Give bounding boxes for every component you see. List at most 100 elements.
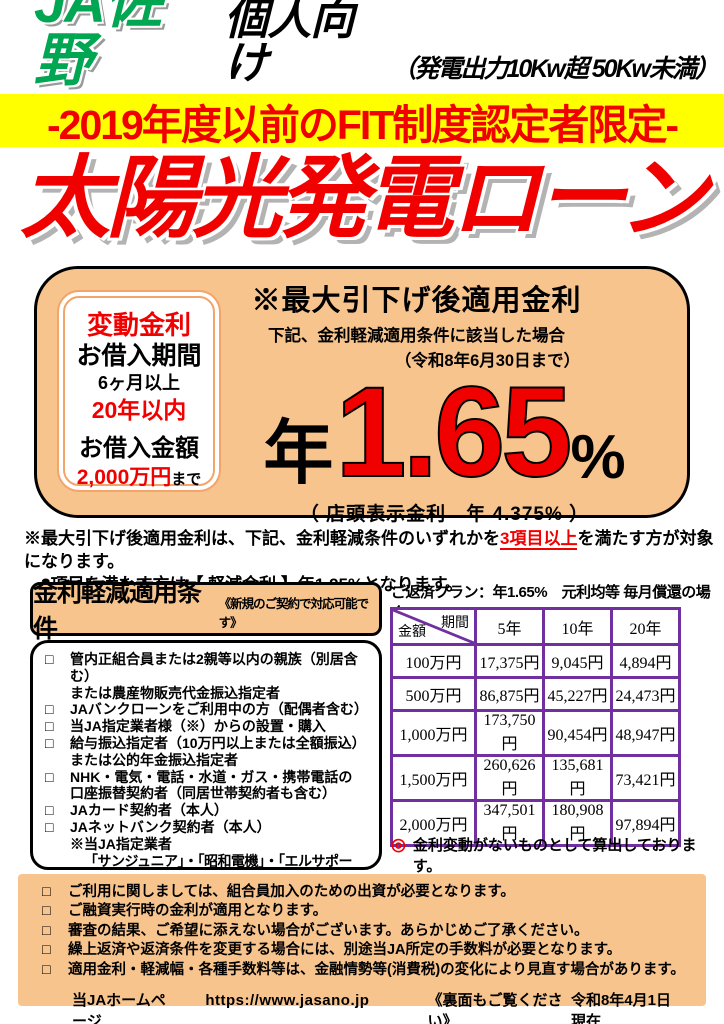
rate-value: 1.65 — [334, 361, 573, 505]
conditions-footnote: ※当JA指定業者 — [70, 835, 172, 852]
condition-text: NHK・電気・電話・水道・ガス・携帯電話の — [70, 768, 353, 785]
table-header-row: 期間 金額 5年 10年 20年 — [390, 607, 681, 646]
reverse-note: 《裏面もご覧ください》 — [427, 992, 563, 1024]
footer-note: □ 繰上返済や返済条件を変更する場合には、別途当JA所定の手数料が必要となります。 — [42, 941, 688, 960]
calc-note-text: 金利変動がないものとして算出しております。 — [412, 837, 697, 875]
checkbox-icon: □ — [42, 903, 51, 920]
table-row: 2,000万円 347,501円 180,908円 97,894円 — [390, 799, 681, 847]
corner-term-label: 期間 — [441, 616, 469, 631]
footer-note-text: 適用金利・軽減幅・各種手数料等は、金融情勢等(消費税)の変化により見直す場合があ… — [68, 961, 685, 978]
column-header: 10年 — [542, 607, 613, 646]
amount-label: お借入金額 — [79, 434, 199, 462]
value-cell: 135,681円 — [542, 754, 613, 802]
value-cell: 48,947円 — [610, 709, 681, 757]
amount-cell: 500万円 — [390, 676, 477, 712]
value-cell: 90,454円 — [542, 709, 613, 757]
rate-deadline: （令和8年6月30日まで） — [394, 352, 581, 370]
calc-note-mark: ◎ — [391, 835, 406, 854]
value-cell: 347,501円 — [474, 799, 545, 847]
checkbox-icon: □ — [45, 818, 54, 835]
notice-line1-pre: ※最大引下げ後適用金利は、下記、金利軽減条件のいずれかを — [24, 529, 500, 548]
value-cell: 24,473円 — [610, 676, 681, 712]
notice-line1-post: を満たす方が対象になります。 — [24, 529, 714, 571]
current-date: 令和8年4月1日現在 — [570, 992, 671, 1024]
store-rate: （ 店頭表示金利 年 4.375% ） — [299, 504, 590, 525]
amount-max-suffix: まで — [171, 470, 202, 488]
checkbox-icon: □ — [42, 961, 51, 978]
condition-item: □ JAカード契約者（本人） — [45, 802, 371, 819]
value-cell: 97,894円 — [610, 799, 681, 847]
checkbox-icon: □ — [45, 651, 54, 667]
footer-note: □ ご利用に関しましては、組合員加入のための出資が必要となります。 — [42, 883, 688, 902]
rate-box: 変動金利 お借入期間 6ヶ月以上 20年以内 お借入金額 2,000万円まで ※… — [34, 266, 690, 525]
condition-text: JAカード契約者（本人） — [70, 802, 228, 819]
checkbox-icon: □ — [45, 701, 54, 718]
condition-text: 給与振込指定者（10万円以上または全額振込） — [70, 734, 366, 751]
campaign-banner: -2019年度以前のFIT制度認定者限定- — [0, 94, 724, 148]
calc-note: ◎ 金利変動がないものとして算出しております。 — [391, 834, 724, 876]
footer-box: □ ご利用に関しましては、組合員加入のための出資が必要となります。 □ ご融資実行時… — [18, 874, 706, 1024]
amount-cell: 2,000万円 — [390, 799, 477, 847]
repayment-table: 期間 金額 5年 10年 20年 100万円 17,375円 9,045円 4,… — [390, 607, 681, 847]
checkbox-icon: □ — [45, 734, 54, 751]
footer-note-text: ご融資実行時の金利が適用となります。 — [68, 903, 328, 920]
amount-cell: 1,500万円 — [390, 754, 477, 802]
condition-text: JAネットバンク契約者（本人） — [70, 818, 271, 835]
value-cell: 86,875円 — [474, 676, 545, 712]
value-cell: 45,227円 — [542, 676, 613, 712]
period-min: 6ヶ月以上 — [97, 373, 180, 394]
value-cell: 9,045円 — [542, 643, 613, 679]
rate-type-label: 変動金利 — [86, 310, 191, 340]
rate-subheading: 下記、金利軽減適用条件に該当した場合 — [268, 327, 565, 345]
capacity-note: （発電出力10Kw超 50Kw未満） — [391, 54, 720, 83]
amount-max-value: 2,000万円 — [76, 465, 172, 489]
brand-logo: JA佐野 — [34, 0, 162, 93]
footer-row: 当JAホームページ https://www.jasano.jp 《裏面もご覧くだ… — [42, 989, 688, 1024]
conditions-header: 金利軽減適用条件 《新規のご契約で対応可能です》 — [30, 579, 382, 643]
rate-prefix: 年 — [263, 413, 334, 492]
condition-text: 当JA指定業者様（※）からの設置・購入 — [70, 718, 326, 735]
condition-item: □ 給与振込指定者（10万円以上または全額振込） — [45, 735, 371, 752]
column-header: 5年 — [474, 607, 545, 646]
page-title: 太陽光発電ローン — [20, 149, 708, 249]
diagonal-divider — [393, 610, 474, 643]
rate-row: 年 1.65 % — [222, 361, 667, 505]
table-row: 500万円 86,875円 45,227円 24,473円 — [390, 676, 681, 712]
condition-item: □ 当JA指定業者様（※）からの設置・購入 — [45, 718, 371, 735]
condition-item: □ JAネットバンク契約者（本人） — [45, 819, 371, 836]
condition-item: □ NHK・電気・電話・水道・ガス・携帯電話の — [45, 769, 371, 786]
checkbox-icon: □ — [45, 768, 54, 785]
footer-note: □ ご融資実行時の金利が適用となります。 — [42, 902, 688, 921]
footer-note-text: 繰上返済や返済条件を変更する場合には、別途当JA所定の手数料が必要となります。 — [68, 942, 622, 959]
table-corner-cell: 期間 金額 — [390, 607, 477, 646]
conditions-title: 金利軽減適用条件 — [33, 579, 202, 643]
condition-text-cont: または公的年金振込指定者 — [70, 751, 238, 768]
value-cell: 173,750円 — [474, 709, 545, 757]
value-cell: 180,908円 — [542, 799, 613, 847]
value-cell: 260,626円 — [474, 754, 545, 802]
checkbox-icon: □ — [42, 922, 51, 939]
header: JA佐野 個人向け （発電出力10Kw超 50Kw未満） — [34, 0, 720, 92]
value-cell: 17,375円 — [474, 643, 545, 679]
loan-terms-card: 変動金利 お借入期間 6ヶ月以上 20年以内 お借入金額 2,000万円まで — [63, 296, 215, 489]
checkbox-icon: □ — [45, 802, 54, 819]
amount-cell: 1,000万円 — [390, 709, 477, 757]
footer-note: □ 適用金利・軽減幅・各種手数料等は、金融情勢等(消費税)の変化により見直す場合が… — [42, 961, 688, 980]
homepage-url: https://www.jasano.jp — [205, 992, 370, 1010]
condition-text: JAバンクローンをご利用中の方（配偶者含む） — [70, 701, 368, 718]
rate-unit: % — [570, 423, 626, 493]
condition-item: □ 管内正組合員または2親等以内の親族（別居含む） — [45, 651, 371, 685]
checkbox-icon: □ — [42, 942, 51, 959]
campaign-banner-text: -2019年度以前のFIT制度認定者限定- — [47, 101, 679, 148]
table-row: 1,500万円 260,626円 135,681円 73,421円 — [390, 754, 681, 802]
audience-label: 個人向け — [224, 0, 354, 88]
homepage-label: 当JAホームページ — [72, 992, 166, 1024]
rate-heading: ※最大引下げ後適用金利 — [251, 285, 582, 317]
period-max: 20年以内 — [91, 396, 187, 423]
corner-amount-label: 金額 — [398, 625, 426, 640]
period-label: お借入期間 — [76, 342, 202, 371]
checkbox-icon: □ — [45, 718, 54, 735]
amount-max: 2,000万円まで — [65, 464, 213, 491]
footer-note: □ 審査の結果、ご希望に添えない場合がございます。あらかじめご了承ください。 — [42, 922, 688, 941]
